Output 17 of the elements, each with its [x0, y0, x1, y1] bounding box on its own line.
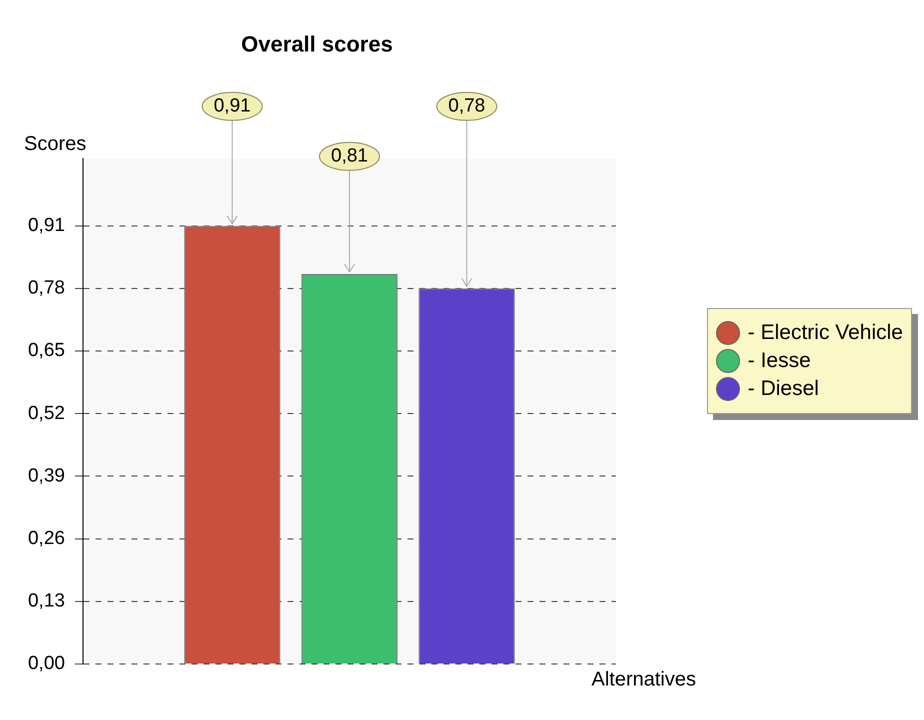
- y-tick-label: 0,39: [28, 465, 65, 486]
- chart-title: Overall scores: [241, 31, 393, 56]
- legend-label: - Iesse: [748, 349, 811, 373]
- y-tick-label: 0,52: [28, 402, 65, 424]
- y-tick-label: 0,26: [28, 528, 65, 550]
- y-axis-title: Scores: [24, 132, 86, 155]
- data-label: 0,91: [214, 96, 251, 117]
- data-label: 0,78: [448, 96, 486, 117]
- x-axis-title: Alternatives: [592, 668, 696, 691]
- y-tick-label: 0,91: [28, 215, 65, 236]
- y-tick-label: 0,13: [28, 590, 65, 612]
- y-tick-label: 0,65: [28, 340, 65, 362]
- y-tick-label: 0,00: [28, 653, 65, 674]
- legend-label: - Electric Vehicle: [748, 321, 903, 345]
- data-label: 0,81: [331, 146, 368, 167]
- y-tick-label: 0,78: [28, 278, 65, 299]
- legend-label: - Diesel: [748, 377, 819, 401]
